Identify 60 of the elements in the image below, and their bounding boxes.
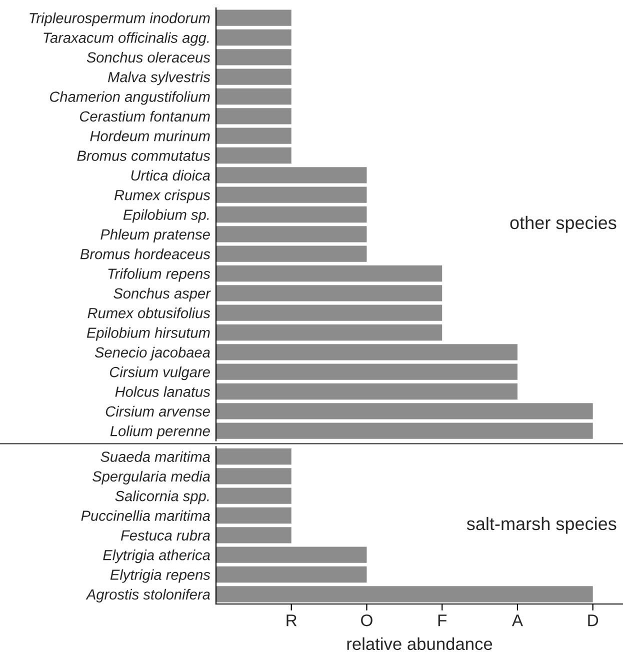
y-tick-label: Tripleurospermum inodorum bbox=[30, 12, 210, 26]
bar bbox=[216, 10, 292, 26]
y-tick-label: Puccinellia maritima bbox=[81, 510, 210, 521]
y-tick-label: Cirsium arvense bbox=[106, 406, 210, 417]
bar bbox=[216, 403, 593, 420]
bar bbox=[216, 383, 518, 400]
bar bbox=[216, 68, 292, 85]
y-tick-label: Chamerion angustifolium bbox=[50, 91, 210, 105]
y-tick-label: Suaeda maritima bbox=[100, 451, 210, 462]
x-axis-title: relative abundance bbox=[347, 637, 492, 650]
y-tick-label: Agrostis stolonifera bbox=[86, 588, 210, 602]
y-tick-label: Sonchus oleraceus bbox=[86, 52, 210, 63]
y-tick-label: Malva sylvestris bbox=[108, 72, 210, 86]
y-tick-label: Epilobium hirsutum bbox=[86, 327, 210, 341]
y-tick-label: Elytrigia atherica bbox=[103, 550, 210, 564]
y-tick-label: Taraxacum officinalis agg. bbox=[44, 32, 209, 46]
annotation: A bbox=[512, 614, 524, 626]
annotation: salt-marsh species bbox=[466, 516, 616, 534]
bar bbox=[216, 128, 292, 144]
bar bbox=[216, 226, 367, 242]
y-tick-label: Salicornia spp. bbox=[115, 490, 209, 504]
y-tick-label: Trifolium repens bbox=[108, 268, 210, 282]
bar bbox=[216, 344, 518, 360]
y-tick-label: Urtica dioica bbox=[131, 170, 210, 181]
bar bbox=[216, 88, 292, 105]
y-tick-label: Bromus hordeaceus bbox=[80, 248, 210, 260]
annotation: D bbox=[588, 614, 598, 626]
y-tick-label: Hordeum murinum bbox=[90, 130, 210, 142]
y-tick-label: Elytrigia repens bbox=[110, 569, 210, 583]
y-tick-label: Lolium perenne bbox=[110, 426, 210, 440]
bar bbox=[216, 49, 292, 66]
y-tick-label: Senecio jacobaea bbox=[94, 346, 210, 360]
annotation: F bbox=[438, 614, 447, 626]
bar bbox=[216, 324, 442, 341]
bar bbox=[216, 265, 442, 282]
bar bbox=[216, 364, 518, 380]
y-tick-label: Rumex obtusifolius bbox=[88, 308, 210, 318]
annotation: other species bbox=[510, 216, 616, 233]
annotation: O bbox=[361, 614, 372, 626]
y-tick-label: Cirsium vulgare bbox=[110, 366, 210, 380]
bar bbox=[216, 167, 367, 184]
bar bbox=[216, 108, 292, 124]
bar bbox=[216, 29, 292, 46]
y-tick-label: Festuca rubra bbox=[120, 530, 210, 541]
annotation: R bbox=[286, 614, 297, 626]
y-tick-label: Spergularia media bbox=[92, 470, 210, 484]
y-tick-label: Bromus commutatus bbox=[77, 150, 210, 161]
bar bbox=[216, 206, 367, 223]
bar bbox=[216, 147, 292, 164]
y-tick-label: Phleum pratense bbox=[100, 228, 210, 242]
y-tick-label: Rumex crispus bbox=[114, 190, 210, 204]
bar bbox=[216, 422, 593, 439]
y-tick-label: Epilobium sp. bbox=[123, 209, 209, 223]
y-tick-label: Sonchus asper bbox=[114, 288, 211, 302]
bar bbox=[216, 285, 442, 302]
bar bbox=[216, 304, 442, 321]
y-tick-label: Cerastium fontanum bbox=[80, 110, 210, 122]
bar bbox=[216, 186, 367, 203]
bar bbox=[216, 246, 367, 262]
y-tick-label: Holcus lanatus bbox=[115, 386, 210, 397]
